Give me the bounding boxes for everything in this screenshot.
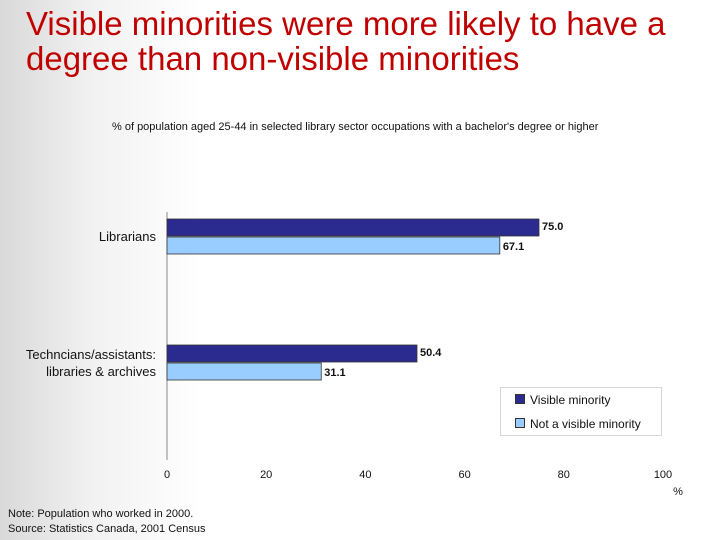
category-label: libraries & archives — [46, 364, 156, 379]
footnote: Note: Population who worked in 2000. Sou… — [8, 507, 206, 537]
legend-item-not-visible: Not a visible minority — [515, 417, 641, 431]
x-tick-label: 60 — [458, 469, 470, 481]
legend-swatch-visible — [515, 394, 525, 404]
chart-subtitle: % of population aged 25-44 in selected l… — [112, 121, 599, 133]
bar-visible-0 — [166, 218, 540, 237]
bar-not-visible-0 — [166, 236, 501, 255]
data-label: 75.0 — [542, 221, 563, 233]
x-tick-label: 20 — [260, 469, 272, 481]
source-line: Source: Statistics Canada, 2001 Census — [8, 523, 206, 535]
legend-label-visible: Visible minority — [530, 393, 611, 407]
x-tick-label: 0 — [164, 469, 170, 481]
x-tick-label: 40 — [359, 469, 371, 481]
data-label: 50.4 — [420, 347, 442, 359]
note-line: Note: Population who worked in 2000. — [8, 508, 194, 520]
category-label: Librarians — [99, 229, 157, 244]
legend-label-not-visible: Not a visible minority — [530, 417, 641, 431]
x-axis-label: % — [673, 486, 683, 498]
legend: Visible minority Not a visible minority — [500, 387, 662, 436]
x-tick-label: 100 — [654, 469, 672, 481]
legend-swatch-not-visible — [515, 418, 525, 428]
bar-visible-1 — [166, 344, 418, 363]
data-label: 31.1 — [324, 367, 345, 379]
category-label: Techncians/assistants: — [26, 347, 156, 362]
bar-not-visible-1 — [166, 362, 322, 381]
x-tick-label: 80 — [558, 469, 570, 481]
data-label: 67.1 — [503, 241, 524, 253]
legend-item-visible: Visible minority — [515, 393, 610, 407]
chart-title: Visible minorities were more likely to h… — [26, 5, 666, 77]
